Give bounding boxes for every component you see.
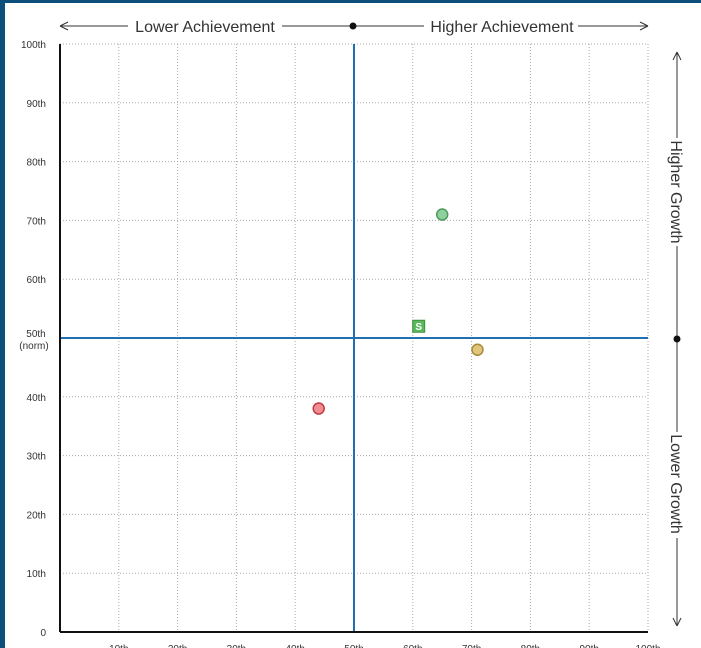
x-tick-label: 60th (403, 644, 422, 648)
y-tick-label: 40th (27, 393, 46, 404)
higher-achievement-label: Higher Achievement (430, 19, 574, 36)
x-tick-labels: 10th 20th 30th 40th 50th 60th 70th 80th 90th 100t… (109, 644, 660, 648)
x-tick-label: 20th (168, 644, 187, 648)
side-header: Higher Growth Lower Growth (667, 51, 684, 627)
y-tick-label: 20th (27, 510, 46, 521)
y-tick-sublabel: (norm) (19, 341, 48, 352)
x-tick-label: 10th (109, 644, 128, 648)
x-tick-label: 30th (227, 644, 246, 648)
top-accent-bar (0, 0, 701, 3)
y-tick-label: 10th (27, 569, 46, 580)
data-point (312, 402, 325, 415)
y-tick-labels: 0 10th 20th 30th 40th 50th(norm) 60th 70th 80th 9… (19, 40, 48, 639)
y-tick-label: 100th (21, 40, 46, 51)
axes (59, 44, 648, 633)
data-point-square (412, 319, 426, 333)
data-point (471, 343, 484, 357)
lower-achievement-label: Lower Achievement (135, 19, 275, 36)
x-tick-label: 90th (579, 644, 598, 648)
y-tick-label: 80th (27, 158, 46, 169)
y-tick-label: 90th (27, 99, 46, 110)
x-tick-label: 50th (344, 644, 363, 648)
y-tick-label: 30th (27, 452, 46, 463)
left-accent-bar (0, 0, 5, 648)
y-tick-label: 70th (27, 216, 46, 227)
top-header-center-marker (349, 22, 357, 30)
x-tick-label: 100th (635, 644, 660, 648)
lower-growth-label: Lower Growth (667, 434, 684, 534)
data-point-square-label: S (415, 322, 422, 333)
reference-lines (60, 44, 648, 632)
x-tick-label: 70th (462, 644, 481, 648)
y-tick-label: 0 (40, 628, 46, 639)
data-point (435, 208, 449, 221)
data-points: S (312, 208, 484, 415)
y-tick-label: 60th (27, 275, 46, 286)
higher-growth-label: Higher Growth (667, 140, 684, 243)
x-tick-label: 80th (521, 644, 540, 648)
x-tick-label: 40th (285, 644, 304, 648)
side-header-center-marker (673, 335, 681, 343)
top-header: Lower Achievement Higher Achievement (59, 19, 649, 36)
y-tick-label: 50th (26, 329, 45, 340)
